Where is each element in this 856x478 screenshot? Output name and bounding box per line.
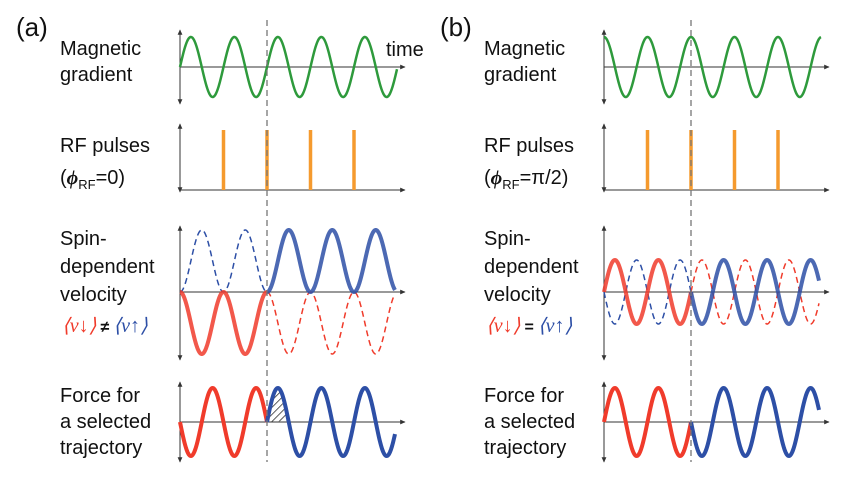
row-label: a selected [60,411,151,433]
force-blue [689,385,821,459]
v-up-dashed [603,259,692,325]
row-label: a selected [484,411,575,433]
phase-part: RF [502,177,519,192]
phase-part: ( [60,167,67,189]
row-label: velocity [484,284,551,306]
velocity-relation: ⟨v↓⟩ = ⟨v↑⟩ [486,315,573,337]
v-down: ⟨v↓⟩ [62,315,97,337]
row-label: Force for [484,385,564,407]
time-label: time [386,39,424,61]
row-label: Spin- [60,228,107,250]
phase-part: =π/2) [520,167,569,189]
force-red [602,385,693,459]
row-label: dependent [484,256,579,278]
relation-sign: ≠ [100,319,109,336]
panel-label: (a) [16,12,48,42]
v-up-dashed [179,229,268,293]
row-label: gradient [484,64,557,86]
row-label: velocity [60,284,127,306]
v-down-solid [179,289,268,356]
row-label: RF pulses [60,135,150,157]
v-up: ⟨v↑⟩ [113,315,148,337]
phase-part: ( [484,167,491,189]
v-down-dashed [690,259,820,325]
row-label: Magnetic [60,38,141,60]
velocity-relation: ⟨v↓⟩ ≠ ⟨v↑⟩ [62,315,148,337]
v-up: ⟨v↑⟩ [538,315,573,337]
v-up-solid [689,257,821,327]
v-down-dashed [266,291,396,355]
row-label: trajectory [60,437,142,459]
row-label: trajectory [484,437,566,459]
rf-phase: (ϕRF=0) [60,167,125,192]
phase-part: ϕ [67,167,79,189]
row-label: dependent [60,256,155,278]
force-red [178,385,269,459]
row-label: Spin- [484,228,531,250]
v-up-solid [266,228,397,295]
phase-part: ϕ [491,167,503,189]
force-blue [265,385,397,459]
panel-label: (b) [440,12,472,42]
row-label: Force for [60,385,140,407]
row-label: RF pulses [484,135,574,157]
relation-sign: = [524,319,533,336]
phase-part: =0) [96,167,125,189]
force-hatch [267,388,289,422]
v-down: ⟨v↓⟩ [486,315,521,337]
gradient-wave [603,35,822,99]
rf-phase: (ϕRF=π/2) [484,167,568,192]
gradient-wave [178,35,399,99]
v-down-solid [602,257,693,327]
row-label: gradient [60,64,133,86]
row-label: Magnetic [484,38,565,60]
phase-part: RF [78,177,95,192]
